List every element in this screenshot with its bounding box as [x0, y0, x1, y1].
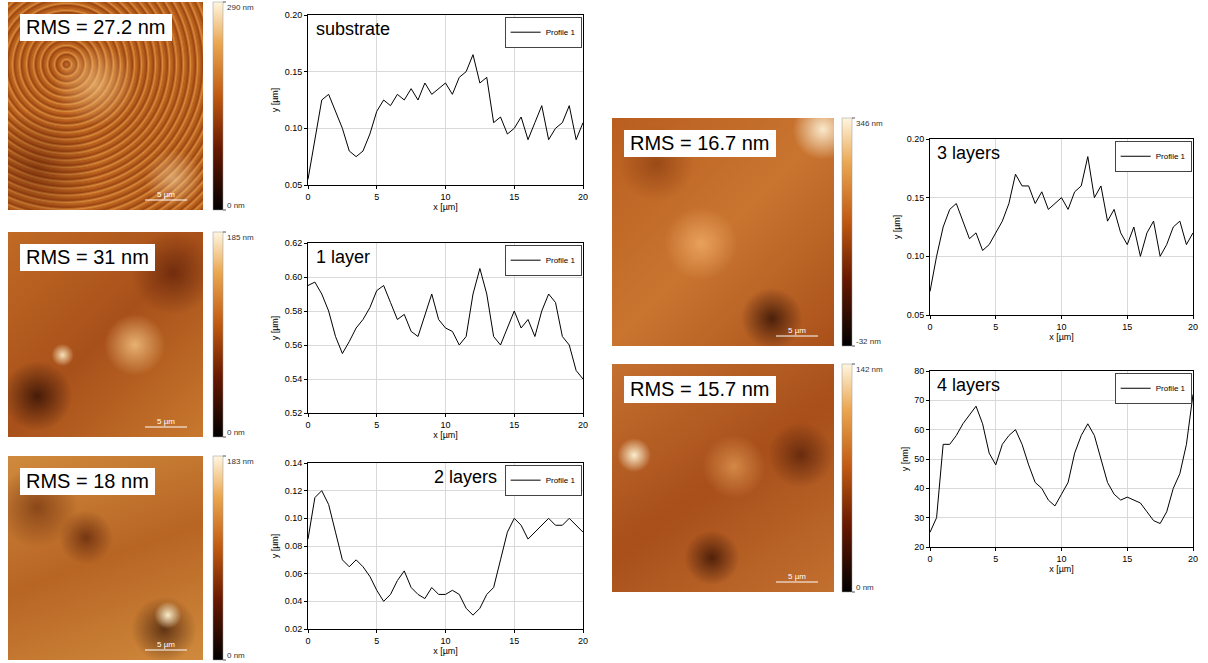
svg-text:0.04: 0.04: [285, 596, 303, 606]
svg-text:20: 20: [578, 192, 588, 202]
svg-text:15: 15: [509, 420, 519, 430]
svg-text:0.05: 0.05: [907, 310, 925, 320]
svg-text:Profile 1: Profile 1: [546, 476, 576, 485]
svg-text:0.08: 0.08: [285, 541, 303, 551]
svg-text:346 nm: 346 nm: [856, 119, 883, 128]
svg-text:2 layers: 2 layers: [434, 467, 497, 487]
svg-text:0: 0: [305, 636, 310, 646]
svg-text:5: 5: [993, 554, 998, 564]
svg-text:70: 70: [914, 395, 924, 405]
svg-text:0.14: 0.14: [285, 458, 303, 468]
svg-text:Profile 1: Profile 1: [1156, 152, 1186, 161]
svg-text:0.02: 0.02: [285, 624, 303, 634]
svg-text:0.12: 0.12: [285, 486, 303, 496]
svg-text:0 nm: 0 nm: [856, 583, 874, 592]
svg-text:0.54: 0.54: [285, 374, 303, 384]
svg-text:0.10: 0.10: [285, 123, 303, 133]
svg-text:0.52: 0.52: [285, 408, 303, 418]
html-text:RMS = 16.7 nm: RMS = 16.7 nm: [630, 132, 770, 154]
svg-text:20: 20: [578, 636, 588, 646]
svg-text:40: 40: [914, 483, 924, 493]
svg-text:x [µm]: x [µm]: [433, 646, 458, 656]
svg-text:0.10: 0.10: [285, 513, 303, 523]
svg-text:y [µm]: y [µm]: [270, 88, 280, 113]
svg-text:183 nm: 183 nm: [227, 457, 254, 466]
html-text:RMS = 15.7 nm: RMS = 15.7 nm: [630, 378, 770, 400]
svg-text:0.20: 0.20: [285, 10, 303, 20]
svg-text:y [µm]: y [µm]: [892, 215, 902, 240]
svg-text:0.10: 0.10: [907, 251, 925, 261]
svg-text:0.06: 0.06: [285, 569, 303, 579]
svg-text:x [µm]: x [µm]: [433, 430, 458, 440]
svg-text:142 nm: 142 nm: [856, 365, 883, 374]
svg-text:0: 0: [927, 322, 932, 332]
svg-text:Profile 1: Profile 1: [1156, 384, 1186, 393]
svg-text:50: 50: [914, 454, 924, 464]
svg-text:5: 5: [374, 420, 379, 430]
svg-text:0.56: 0.56: [285, 340, 303, 350]
svg-text:substrate: substrate: [316, 19, 390, 39]
svg-text:20: 20: [578, 420, 588, 430]
svg-text:5 µm: 5 µm: [788, 326, 806, 335]
svg-text:20: 20: [914, 542, 924, 552]
svg-text:20: 20: [1188, 322, 1198, 332]
svg-text:0.15: 0.15: [907, 193, 925, 203]
html-text:RMS = 27.2 nm: RMS = 27.2 nm: [26, 16, 166, 38]
svg-text:20: 20: [1188, 554, 1198, 564]
svg-text:5: 5: [374, 192, 379, 202]
svg-text:0.15: 0.15: [285, 67, 303, 77]
svg-text:0.60: 0.60: [285, 272, 303, 282]
svg-text:10: 10: [440, 420, 450, 430]
svg-text:0 nm: 0 nm: [227, 428, 245, 437]
svg-text:15: 15: [509, 636, 519, 646]
svg-text:10: 10: [1056, 554, 1066, 564]
svg-text:185 nm: 185 nm: [227, 233, 254, 242]
svg-text:1 layer: 1 layer: [316, 247, 370, 267]
svg-text:4 layers: 4 layers: [937, 375, 1000, 395]
svg-text:5 µm: 5 µm: [157, 190, 175, 199]
svg-text:290 nm: 290 nm: [227, 3, 254, 12]
svg-text:0.05: 0.05: [285, 180, 303, 190]
svg-text:10: 10: [1056, 322, 1066, 332]
svg-text:y [µm]: y [µm]: [270, 534, 280, 559]
svg-text:x [µm]: x [µm]: [433, 202, 458, 212]
svg-text:10: 10: [440, 636, 450, 646]
svg-text:0.62: 0.62: [285, 238, 303, 248]
svg-text:x [µm]: x [µm]: [1049, 332, 1074, 342]
svg-text:0: 0: [305, 420, 310, 430]
svg-text:5: 5: [374, 636, 379, 646]
svg-text:5 µm: 5 µm: [157, 640, 175, 649]
html-text:RMS = 31 nm: RMS = 31 nm: [26, 246, 149, 268]
svg-text:0 nm: 0 nm: [227, 651, 245, 660]
svg-text:80: 80: [914, 366, 924, 376]
svg-text:15: 15: [1122, 554, 1132, 564]
svg-text:-32 nm: -32 nm: [856, 337, 881, 346]
svg-text:0 nm: 0 nm: [227, 201, 245, 210]
svg-text:5: 5: [993, 322, 998, 332]
svg-text:15: 15: [509, 192, 519, 202]
svg-text:0: 0: [927, 554, 932, 564]
svg-text:60: 60: [914, 425, 924, 435]
svg-text:0.20: 0.20: [907, 134, 925, 144]
svg-text:y [µm]: y [µm]: [270, 316, 280, 341]
svg-text:5 µm: 5 µm: [788, 572, 806, 581]
svg-text:10: 10: [440, 192, 450, 202]
svg-text:x [µm]: x [µm]: [1049, 564, 1074, 574]
svg-text:Profile 1: Profile 1: [546, 28, 576, 37]
svg-text:0: 0: [305, 192, 310, 202]
svg-text:0.58: 0.58: [285, 306, 303, 316]
svg-text:Profile 1: Profile 1: [546, 256, 576, 265]
svg-text:3 layers: 3 layers: [937, 143, 1000, 163]
svg-text:30: 30: [914, 513, 924, 523]
svg-text:y [nm]: y [nm]: [900, 447, 910, 472]
html-text:RMS = 18 nm: RMS = 18 nm: [26, 470, 149, 492]
svg-text:5 µm: 5 µm: [157, 417, 175, 426]
svg-text:15: 15: [1122, 322, 1132, 332]
